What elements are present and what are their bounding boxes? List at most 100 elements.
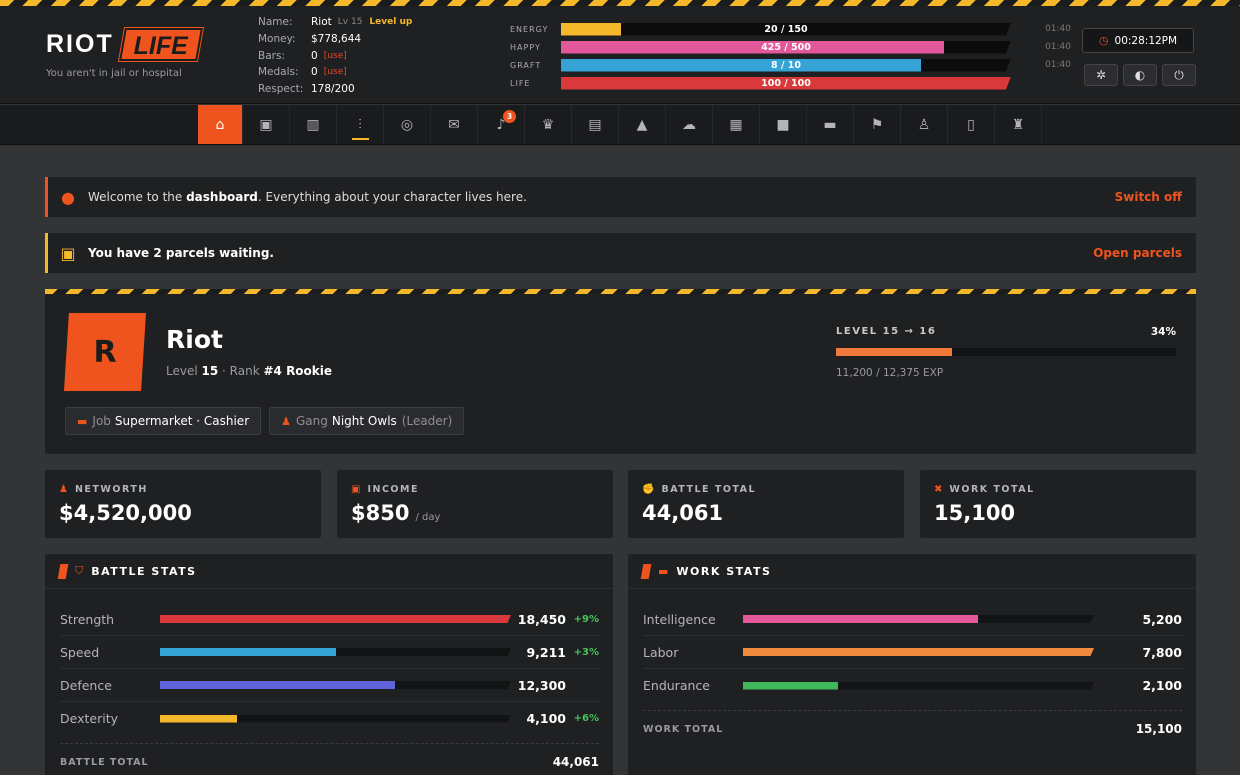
respect-label: Respect:: [258, 83, 304, 96]
strength-stat-bar: [160, 615, 511, 623]
nav-item-user-plus[interactable]: ♙: [901, 105, 948, 144]
welcome-prefix: Welcome to the: [88, 190, 187, 204]
speed-stat-bar: [160, 648, 511, 656]
nav-item-mail[interactable]: ✉: [431, 105, 478, 144]
battle-total-value: 44,061: [642, 501, 723, 525]
level-rank-separator: ·: [218, 364, 230, 378]
nav-item-trophy[interactable]: ♛: [525, 105, 572, 144]
panel-flag-accent: [640, 563, 652, 579]
battle-stats-header: ⛉ BATTLE STATS: [45, 554, 613, 589]
logo-life-badge: LIFE: [118, 28, 203, 61]
intelligence-stat-value: 5,200: [1142, 611, 1182, 627]
life-bar[interactable]: 100 / 100: [561, 76, 1011, 90]
chat-icon: ☁: [682, 116, 696, 133]
tools-icon: ✖: [934, 484, 943, 495]
nav-item-clipboard[interactable]: ▯: [948, 105, 995, 144]
nav-item-user-shield[interactable]: ♜: [995, 105, 1042, 144]
logout-button[interactable]: ⏻: [1162, 64, 1196, 86]
life-bar-label: LIFE: [510, 78, 531, 88]
labor-stat-bar-fill: [743, 648, 1094, 656]
briefcase-icon: ▬: [77, 414, 88, 428]
hazard-stripe: [0, 0, 1240, 6]
job-tag[interactable]: ▬ Job Supermarket · Cashier: [65, 407, 262, 435]
nav-item-chat[interactable]: ☁: [666, 105, 713, 144]
level-progress-label: LEVEL 15 → 16: [836, 326, 937, 337]
logo[interactable]: RIOT LIFE: [46, 28, 203, 61]
energy-bar-fill: [561, 22, 621, 36]
networth-value: $4,520,000: [59, 501, 192, 525]
switch-off-button[interactable]: Switch off: [1114, 190, 1182, 204]
skyline-icon: ▦: [729, 116, 743, 133]
level-progress-fill: [836, 348, 952, 356]
intelligence-stat-name: Intelligence: [643, 611, 716, 627]
nav-item-city[interactable]: ▥: [290, 105, 337, 144]
top-header: RIOT LIFE You aren't in jail or hospital…: [0, 6, 1240, 104]
graft-bar[interactable]: 8 / 10: [561, 58, 1011, 72]
nav-item-lock[interactable]: ■: [760, 105, 807, 144]
use-medals-link[interactable]: [use]: [323, 67, 347, 78]
work-stats-panel: ▬ WORK STATS Intelligence 5,200 Labor 7,800…: [628, 554, 1196, 775]
open-parcels-button[interactable]: Open parcels: [1093, 246, 1182, 260]
nav-item-home[interactable]: ⌂: [198, 105, 243, 144]
logo-riot-text: RIOT: [46, 30, 114, 58]
gang-value: Night Owls: [331, 414, 397, 428]
nav-item-building[interactable]: ▤: [572, 105, 619, 144]
profile-level-rank: Level 15 · Rank #4 Rookie: [166, 364, 332, 378]
intelligence-stat-row: Intelligence 5,200: [643, 603, 1182, 636]
energy-bar[interactable]: 20 / 150: [561, 22, 1011, 36]
work-stats-title: WORK STATS: [676, 564, 772, 578]
level-progress-bar: [836, 348, 1176, 356]
exp-value: 11,200 / 12,375 EXP: [836, 367, 944, 379]
status-tagline: You aren't in jail or hospital: [46, 68, 182, 79]
battle-total-label-text: BATTLE TOTAL: [661, 484, 757, 495]
work-total-label-text: WORK TOTAL: [949, 484, 1035, 495]
nav-item-flag[interactable]: ⚑: [854, 105, 901, 144]
work-total-divider: [643, 710, 1182, 711]
medals-value: 0: [311, 66, 318, 79]
dumbbell-icon: ⫶: [358, 116, 362, 133]
happy-bar[interactable]: 425 / 500: [561, 40, 1011, 54]
income-value: $850 / day: [351, 501, 440, 525]
nav-item-skyline[interactable]: ▦: [713, 105, 760, 144]
intelligence-stat-bar: [743, 615, 1094, 623]
endurance-stat-bar-fill: [743, 681, 838, 690]
gang-tag[interactable]: ♟ Gang Night Owls (Leader): [269, 407, 465, 435]
nav-item-box[interactable]: ▣: [243, 105, 290, 144]
dexterity-stat-bar: [160, 714, 511, 723]
dexterity-stat-value: 4,100: [526, 711, 566, 726]
battle-total-value: 44,061: [552, 755, 599, 769]
life-bar-fill: [561, 76, 1011, 90]
bars-value: 0: [311, 49, 318, 62]
level-up-link[interactable]: Level up: [369, 17, 413, 27]
battle-stats-panel: ⛉ BATTLE STATS Strength 18,450 +9% Speed 9,2…: [45, 554, 613, 775]
nav-item-graduation[interactable]: ▲: [619, 105, 666, 144]
clipboard-icon: ▯: [967, 116, 975, 133]
nav-item-briefcase[interactable]: ▬: [807, 105, 854, 144]
happy-refill-time: 01:40: [1045, 42, 1071, 52]
player-name[interactable]: Riot: [311, 16, 332, 28]
settings-button[interactable]: ✲: [1084, 64, 1118, 86]
strength-stat-row: Strength 18,450 +9%: [60, 603, 599, 636]
theme-toggle-button[interactable]: ◐: [1123, 64, 1157, 86]
income-card: ▣ INCOME $850 / day: [337, 470, 613, 538]
dexterity-stat-name: Dexterity: [60, 711, 118, 726]
nav-items: ⌂ ▣ ▥ ⫶ ◎ ✉ ♪ 3 ♛ ▤ ▲ ☁ ▦ ■ ▬ ⚑ ♙ ▯ ♜: [198, 105, 1042, 144]
level-value: 15: [201, 364, 219, 378]
level-progress-percent: 34%: [1150, 326, 1176, 338]
graft-bar-text: 8 / 10: [771, 59, 801, 71]
use-bars-link[interactable]: [use]: [323, 50, 347, 61]
main-nav: ⌂ ▣ ▥ ⫶ ◎ ✉ ♪ 3 ♛ ▤ ▲ ☁ ▦ ■ ▬ ⚑ ♙ ▯ ♜: [0, 105, 1240, 145]
income-label: ▣ INCOME: [351, 484, 419, 495]
briefcase-icon: ▬: [823, 116, 837, 133]
nav-item-dumbbell[interactable]: ⫶: [337, 105, 384, 144]
status-bars: ENERGY 20 / 150 01:40 HAPPY 425 / 500 01:40 GR…: [510, 20, 1071, 92]
avatar: R: [64, 313, 146, 391]
mail-icon: ✉: [448, 116, 460, 133]
nav-item-bell[interactable]: ♪ 3: [478, 105, 525, 144]
happy-bar-fill: [561, 40, 944, 54]
profile-hazard-stripe: [45, 289, 1196, 294]
defence-stat-bar: [160, 681, 511, 689]
dexterity-stat-delta: +6%: [573, 713, 599, 724]
nav-item-mask[interactable]: ◎: [384, 105, 431, 144]
user-shield-icon: ♜: [1011, 116, 1025, 133]
